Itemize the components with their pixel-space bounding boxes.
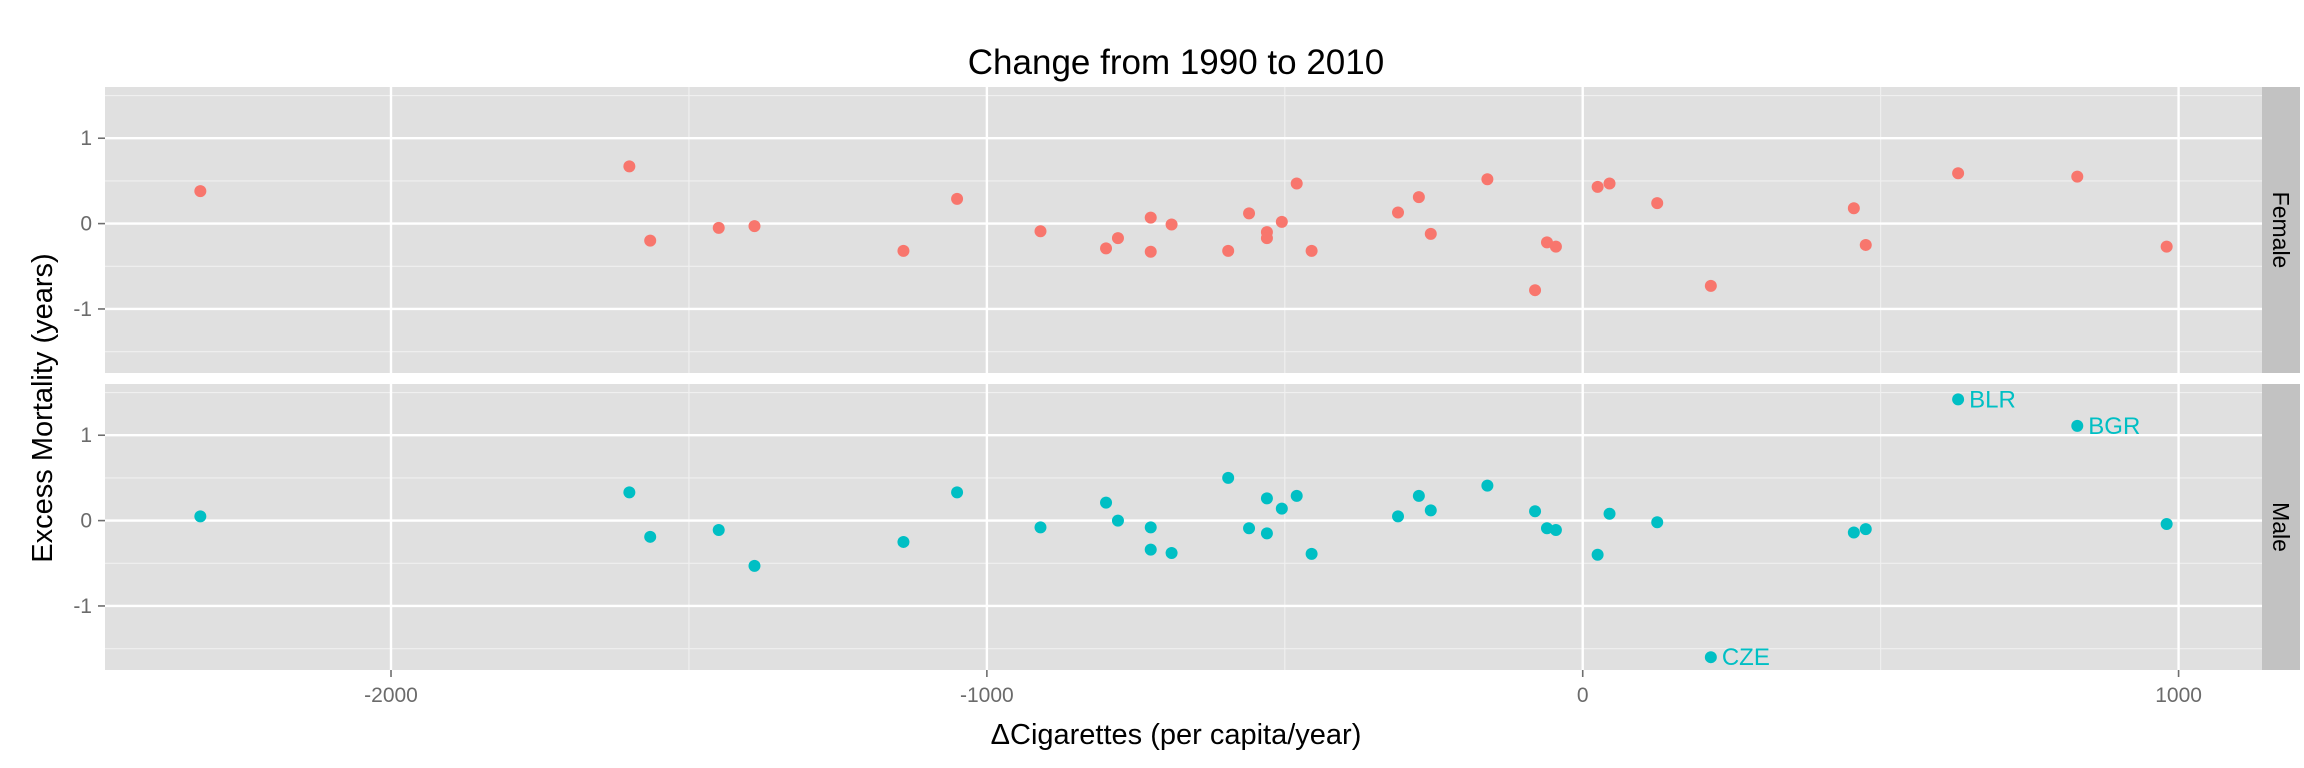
data-point xyxy=(712,523,725,536)
y-tick-label: 1 xyxy=(80,424,92,447)
data-point xyxy=(897,244,910,257)
x-axis: -2000 -1000 0 1000 xyxy=(364,670,2202,707)
data-point xyxy=(951,192,964,205)
data-point xyxy=(1034,225,1047,238)
data-point xyxy=(1549,523,1562,536)
data-point xyxy=(1392,510,1405,523)
data-point xyxy=(1392,206,1405,219)
data-point xyxy=(1651,197,1664,210)
data-point xyxy=(194,185,207,198)
data-point xyxy=(1144,211,1157,224)
facet-panels: -1 0 1 Female -1 0 1 Male CZE BLR BGR xyxy=(73,87,2300,671)
data-point xyxy=(623,486,636,499)
data-point xyxy=(1529,284,1542,297)
data-point xyxy=(194,510,207,523)
data-point xyxy=(1859,238,1872,251)
data-point xyxy=(644,234,657,247)
data-point xyxy=(1481,173,1494,186)
point-label-blr: BLR xyxy=(1969,386,2016,413)
facet-male: -1 0 1 Male CZE BLR BGR xyxy=(73,384,2300,671)
chart-title: Change from 1990 to 2010 xyxy=(968,43,1384,82)
x-tick-label: -2000 xyxy=(364,684,418,707)
data-point xyxy=(1591,180,1604,193)
data-point xyxy=(2160,240,2173,253)
y-tick-label: 1 xyxy=(80,127,92,150)
data-point xyxy=(1481,479,1494,492)
data-point xyxy=(1260,232,1273,245)
data-point xyxy=(1952,393,1965,406)
data-point xyxy=(1704,651,1717,664)
data-point xyxy=(1859,523,1872,536)
y-tick-label: -1 xyxy=(73,595,92,618)
data-point xyxy=(1529,505,1542,518)
data-point xyxy=(1412,191,1425,204)
x-tick-label: 0 xyxy=(1577,684,1589,707)
y-tick-label: 0 xyxy=(80,510,92,533)
data-point xyxy=(1847,202,1860,215)
data-point xyxy=(951,486,964,499)
data-point xyxy=(1100,496,1113,509)
data-point xyxy=(644,530,657,543)
data-point xyxy=(748,220,761,233)
data-point xyxy=(1100,242,1113,255)
facet-strip xyxy=(2262,384,2300,670)
data-point xyxy=(1243,207,1256,220)
data-point xyxy=(712,221,725,234)
data-point xyxy=(1305,547,1318,560)
data-point xyxy=(2071,170,2084,183)
data-point xyxy=(1603,177,1616,190)
data-point xyxy=(1847,526,1860,539)
data-point xyxy=(1111,514,1124,527)
data-point xyxy=(1144,521,1157,534)
data-point xyxy=(1144,245,1157,258)
data-point xyxy=(1034,521,1047,534)
data-point xyxy=(1603,507,1616,520)
data-point xyxy=(623,160,636,173)
data-point xyxy=(1222,471,1235,484)
x-tick-label: -1000 xyxy=(960,684,1014,707)
data-point xyxy=(1260,492,1273,505)
data-point xyxy=(1305,244,1318,257)
point-label-cze: CZE xyxy=(1722,644,1770,671)
facet-female: -1 0 1 Female xyxy=(73,87,2300,373)
x-axis-title: ΔCigarettes (per capita/year) xyxy=(991,719,1362,751)
data-point xyxy=(1222,244,1235,257)
data-point xyxy=(897,535,910,548)
panel-background xyxy=(105,87,2262,373)
data-point xyxy=(1275,215,1288,228)
data-point xyxy=(1424,227,1437,240)
data-point xyxy=(1144,543,1157,556)
data-point xyxy=(1165,218,1178,231)
facet-label-female: Female xyxy=(2268,192,2294,269)
data-point xyxy=(1704,279,1717,292)
data-point xyxy=(2160,518,2173,531)
y-tick-label: -1 xyxy=(73,298,92,321)
point-label-bgr: BGR xyxy=(2088,413,2140,440)
data-point xyxy=(1243,522,1256,535)
data-point xyxy=(1275,502,1288,515)
data-point xyxy=(1549,240,1562,253)
data-point xyxy=(1591,548,1604,561)
data-point xyxy=(1290,489,1303,502)
data-point xyxy=(1290,177,1303,190)
facet-label-male: Male xyxy=(2268,502,2294,552)
data-point xyxy=(748,559,761,572)
data-point xyxy=(1540,236,1553,249)
panel-background xyxy=(105,384,2262,670)
data-point xyxy=(1651,516,1664,529)
data-point xyxy=(1111,232,1124,245)
data-point xyxy=(1952,167,1965,180)
data-point xyxy=(2071,419,2084,432)
data-point xyxy=(1165,547,1178,560)
facet-strip xyxy=(2262,87,2300,373)
data-point xyxy=(1260,527,1273,540)
y-tick-label: 0 xyxy=(80,213,92,236)
data-point xyxy=(1424,504,1437,517)
y-axis-title: Excess Mortality (years) xyxy=(27,253,59,562)
data-point xyxy=(1412,489,1425,502)
x-tick-label: 1000 xyxy=(2155,684,2202,707)
data-point xyxy=(1540,522,1553,535)
